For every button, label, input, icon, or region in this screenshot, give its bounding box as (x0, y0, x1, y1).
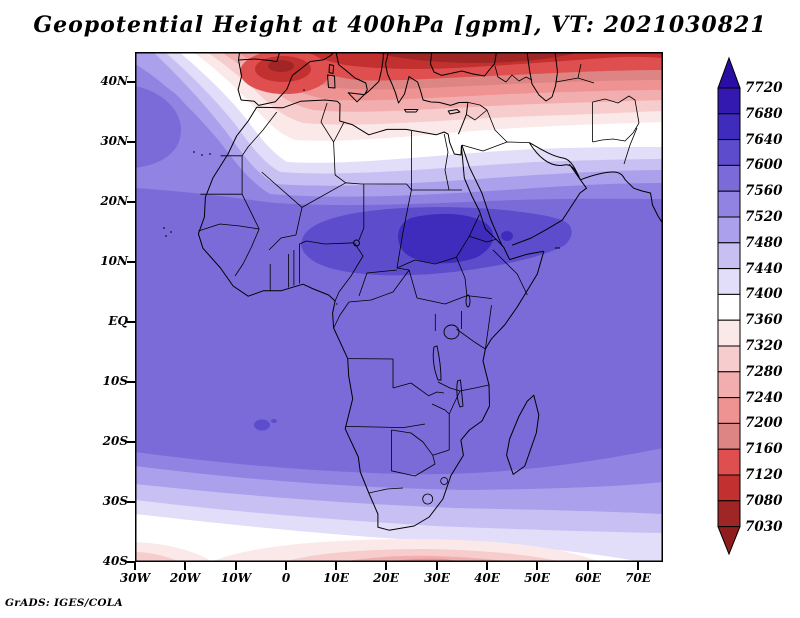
lake-turkana (465, 294, 471, 308)
eswatini-border (440, 477, 449, 485)
africa-coastline (197, 99, 545, 531)
balkan-turkey-levant-coast (385, 51, 469, 135)
colorbar-label: 7680 (745, 106, 783, 122)
lon-label: 0 (281, 571, 291, 585)
colorbar (700, 52, 800, 572)
map-plot-area (135, 50, 664, 572)
cyprus-island (447, 109, 461, 115)
lat-label: 20S (102, 434, 128, 448)
lat-label: 30S (102, 494, 128, 508)
sicily-island (347, 92, 365, 103)
grads-attribution: GrADS: IGES/COLA (5, 597, 123, 609)
northwest-ridge-dome (135, 74, 196, 180)
country-borders (198, 63, 640, 505)
lat-label: 10N (100, 254, 128, 268)
colorbar-label: 7360 (745, 312, 783, 328)
lon-label: 20W (169, 571, 201, 585)
sahel-ridge-band (254, 207, 572, 431)
colorbar-label: 7640 (745, 132, 783, 148)
colorbar-arrow-top (717, 56, 741, 89)
lake-victoria (443, 324, 460, 340)
lat-label: 40S (102, 554, 128, 568)
colorbar-label: 7280 (745, 364, 783, 380)
lat-label: 40N (100, 74, 128, 88)
south-low-cores (135, 539, 600, 562)
colorbar-label: 7400 (745, 286, 783, 302)
iran-india-coast (580, 171, 664, 225)
lon-label: 40E (474, 571, 500, 585)
colorbar-arrow-bottom (717, 526, 741, 556)
chart-title: Geopotential Height at 400hPa [gpm], VT:… (33, 12, 767, 38)
lake-tanganyika (432, 345, 442, 381)
colorbar-label: 7480 (745, 235, 783, 251)
lat-label: 20N (100, 194, 128, 208)
colorbar-label: 7080 (745, 493, 783, 509)
colorbar-label: 7120 (745, 467, 783, 483)
lon-label: 10W (220, 571, 252, 585)
colorbar-label: 7560 (745, 183, 783, 199)
colorbar-label: 7160 (745, 441, 783, 457)
lon-label: 60E (575, 571, 601, 585)
colorbar-label: 7720 (745, 80, 783, 96)
lesotho-border (422, 493, 434, 505)
sardinia-island (327, 74, 336, 89)
lon-label: 70E (625, 571, 651, 585)
colorbar-graphic (717, 56, 741, 556)
lat-label: EQ (108, 314, 128, 328)
coastlines (163, 51, 664, 531)
black-sea-coast (430, 51, 497, 77)
madagascar-coastline (506, 394, 540, 475)
iberia-low-core (240, 50, 330, 94)
small-islands (163, 89, 560, 305)
colorbar-label: 7200 (745, 415, 783, 431)
crete-island (404, 109, 419, 113)
arabia-coast (461, 144, 587, 246)
colorbar-label: 7030 (745, 519, 783, 535)
lat-label: 10S (102, 374, 128, 388)
persian-gulf-coast (528, 142, 581, 181)
lat-label: 30N (100, 134, 128, 148)
colorbar-label: 7320 (745, 338, 783, 354)
colorbar-label: 7440 (745, 261, 783, 277)
lon-label: 20E (373, 571, 399, 585)
iberia-france-coast (237, 51, 335, 106)
contour-map (135, 50, 664, 572)
colorbar-label: 7520 (745, 209, 783, 225)
colorbar-label: 7240 (745, 390, 783, 406)
lon-label: 50E (524, 571, 550, 585)
lon-label: 30E (424, 571, 450, 585)
corsica-island (328, 64, 335, 74)
italy-coast (335, 51, 384, 96)
colorbar-label: 7600 (745, 157, 783, 173)
lon-label: 10E (323, 571, 349, 585)
map-frame (135, 52, 663, 562)
lon-label: 30W (119, 571, 151, 585)
caspian-sea-coast (526, 51, 558, 102)
